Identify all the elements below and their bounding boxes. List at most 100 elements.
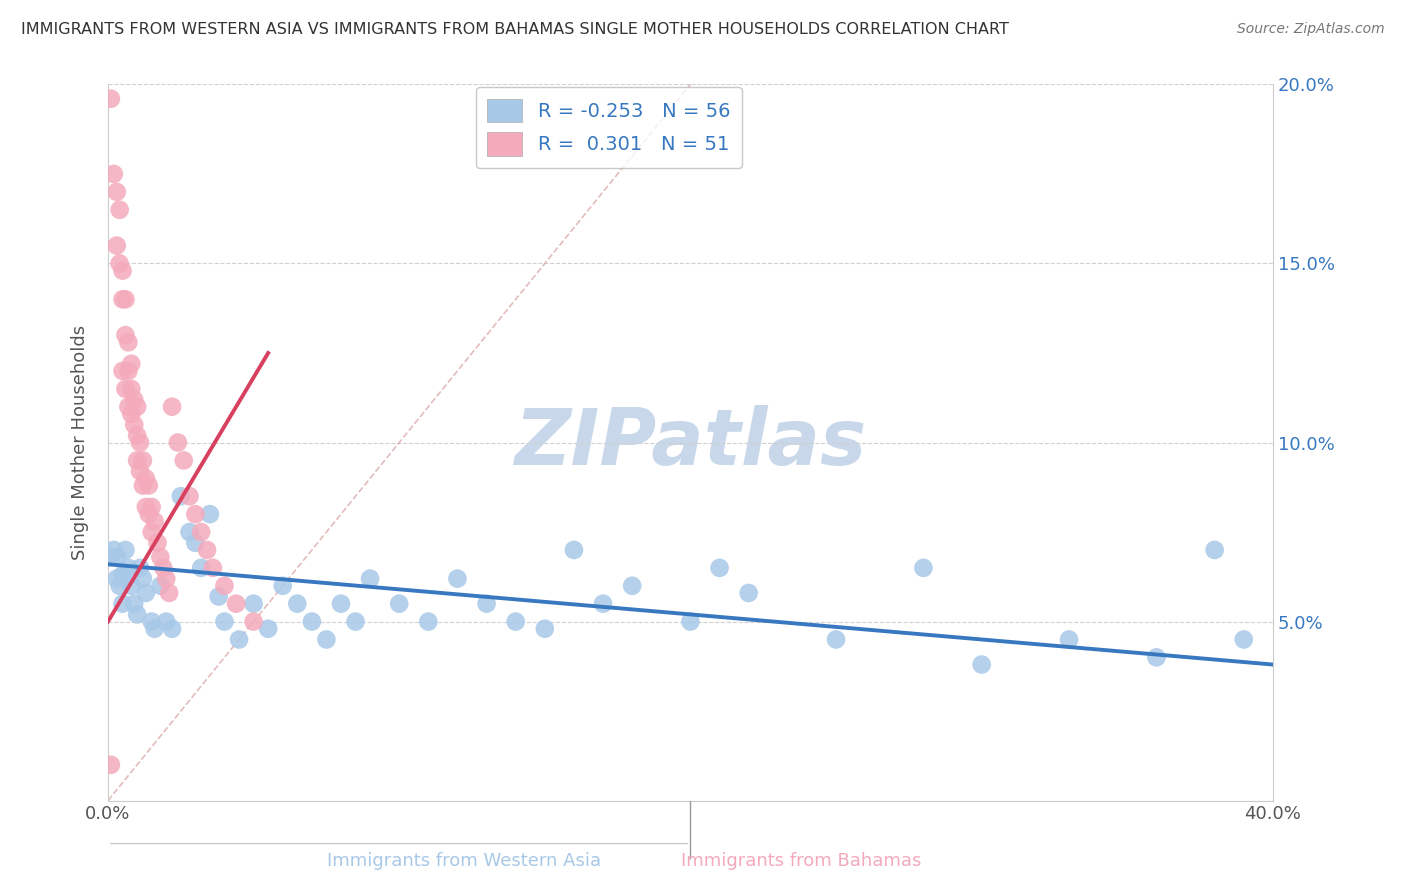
Point (127, 400, 149, 414)
Point (592, 597, 614, 611)
Point (135, 500, 157, 514)
Point (195, 543, 218, 558)
Point (117, 364, 139, 378)
Point (505, 615, 527, 629)
Point (179, 524, 201, 539)
Point (214, 579, 236, 593)
Point (117, 561, 139, 575)
Point (184, 536, 207, 550)
Point (100, 550, 122, 565)
Point (146, 536, 169, 550)
Point (344, 615, 367, 629)
Point (1057, 632, 1080, 647)
Point (114, 543, 136, 558)
Point (201, 561, 224, 575)
Point (108, 579, 131, 593)
Point (135, 471, 157, 485)
Point (315, 632, 337, 647)
Point (330, 597, 353, 611)
Point (138, 507, 160, 521)
Point (127, 453, 149, 467)
Point (825, 632, 848, 647)
Point (257, 622, 280, 636)
Legend: R = -0.253   N = 56, R =  0.301   N = 51: R = -0.253 N = 56, R = 0.301 N = 51 (475, 87, 742, 168)
Point (129, 561, 152, 575)
Point (225, 597, 247, 611)
Point (141, 615, 163, 629)
Point (129, 435, 152, 450)
Point (122, 597, 145, 611)
Point (475, 597, 498, 611)
Point (117, 335, 139, 350)
Point (105, 550, 128, 565)
Point (446, 572, 468, 586)
Point (301, 615, 323, 629)
Point (621, 579, 644, 593)
Point (143, 622, 166, 636)
Point (208, 590, 231, 604)
Point (103, 167, 125, 181)
Y-axis label: Single Mother Households: Single Mother Households (72, 325, 89, 560)
Point (100, 757, 122, 772)
Point (117, 400, 139, 414)
Point (285, 597, 308, 611)
Point (114, 293, 136, 307)
Point (141, 524, 163, 539)
Point (1144, 650, 1167, 665)
Point (679, 615, 702, 629)
Point (184, 507, 207, 521)
Text: Source: ZipAtlas.com: Source: ZipAtlas.com (1237, 22, 1385, 37)
Point (160, 622, 183, 636)
Point (214, 615, 236, 629)
Point (198, 507, 221, 521)
Point (912, 561, 935, 575)
Point (111, 263, 134, 277)
Point (170, 489, 193, 503)
Point (149, 550, 172, 565)
Text: Immigrants from Western Asia: Immigrants from Western Asia (328, 852, 600, 870)
Point (111, 597, 134, 611)
Point (167, 435, 190, 450)
Point (135, 586, 157, 600)
Point (173, 453, 195, 467)
Point (122, 417, 145, 432)
Point (114, 328, 136, 343)
Point (152, 561, 174, 575)
Point (127, 428, 149, 442)
Point (132, 478, 155, 492)
Point (120, 382, 142, 396)
Point (111, 568, 134, 582)
Point (141, 500, 163, 514)
Point (132, 572, 155, 586)
Point (1233, 632, 1256, 647)
Point (271, 579, 294, 593)
Point (108, 256, 131, 270)
Point (120, 407, 142, 421)
Point (138, 478, 160, 492)
Point (155, 572, 177, 586)
Point (105, 185, 128, 199)
Point (709, 561, 731, 575)
Text: ZIPatlas: ZIPatlas (515, 405, 866, 481)
Point (105, 572, 128, 586)
Point (1204, 543, 1226, 558)
Point (228, 632, 250, 647)
Point (105, 238, 128, 252)
Point (242, 615, 264, 629)
Point (179, 489, 201, 503)
Point (388, 597, 411, 611)
Point (359, 572, 381, 586)
Point (122, 392, 145, 407)
Point (111, 364, 134, 378)
Point (418, 615, 440, 629)
Point (111, 293, 134, 307)
Point (190, 561, 212, 575)
Point (534, 622, 557, 636)
Point (970, 657, 993, 672)
Point (157, 586, 180, 600)
Point (737, 586, 759, 600)
Point (149, 579, 172, 593)
Point (129, 464, 152, 478)
Point (120, 579, 142, 593)
Point (108, 202, 131, 217)
